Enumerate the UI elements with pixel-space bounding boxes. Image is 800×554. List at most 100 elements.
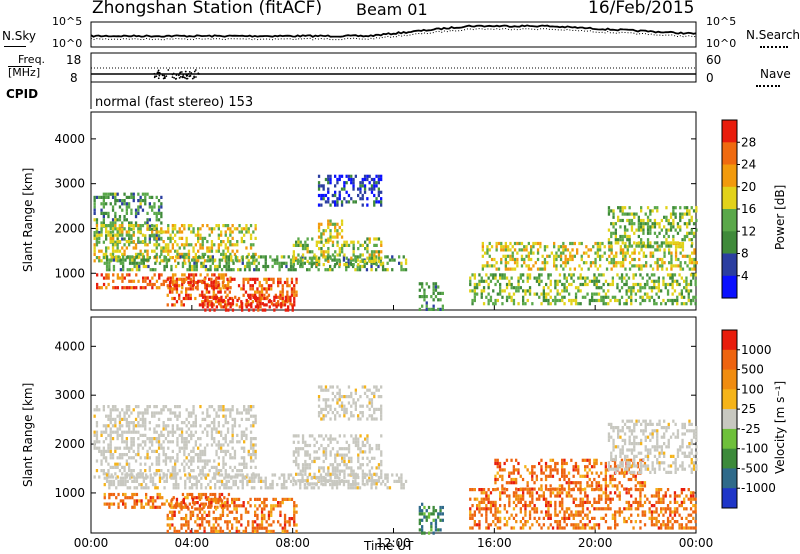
- power-cell: [646, 244, 650, 248]
- velocity-cell: [263, 497, 266, 501]
- velocity-cell: [123, 440, 126, 444]
- velocity-cell: [195, 483, 198, 487]
- power-cell: [254, 236, 257, 240]
- velocity-cell: [336, 401, 339, 405]
- velocity-cell: [199, 449, 202, 453]
- power-cell: [157, 208, 161, 212]
- power-cell: [508, 292, 511, 296]
- power-cell: [98, 286, 101, 290]
- velocity-ytick-label: 1000: [54, 486, 85, 500]
- power-cell: [656, 248, 659, 252]
- power-cell: [219, 287, 222, 291]
- power-cell: [621, 218, 624, 223]
- velocity-cell: [188, 486, 191, 490]
- power-cell: [377, 237, 381, 241]
- power-cell: [473, 295, 476, 299]
- velocity-cell: [204, 496, 208, 500]
- velocity-cell: [494, 516, 497, 520]
- power-cell: [653, 286, 656, 290]
- power-cell: [146, 218, 149, 222]
- velocity-cell: [350, 414, 353, 418]
- velocity-cell: [218, 473, 221, 477]
- power-cell: [329, 219, 332, 223]
- velocity-cell: [219, 504, 222, 508]
- power-cell: [331, 200, 334, 204]
- velocity-cell: [494, 504, 497, 508]
- power-cell: [357, 193, 360, 198]
- velocity-cell: [368, 398, 371, 402]
- power-cell: [171, 287, 174, 291]
- power-cell: [275, 305, 278, 309]
- velocity-cell: [242, 529, 245, 533]
- power-cell: [656, 241, 659, 245]
- power-cell: [614, 222, 617, 226]
- power-cell: [593, 282, 596, 287]
- velocity-cell: [288, 523, 291, 527]
- power-cell: [281, 287, 284, 291]
- power-cell: [154, 268, 157, 272]
- velocity-cell: [254, 465, 257, 469]
- velocity-cell: [280, 473, 283, 477]
- velocity-cell: [139, 417, 142, 421]
- velocity-cell: [272, 520, 275, 524]
- velocity-cell: [194, 507, 197, 511]
- velocity-cell: [240, 504, 243, 508]
- velocity-cell: [313, 443, 316, 448]
- power-cell: [189, 284, 192, 288]
- velocity-cell: [158, 492, 162, 497]
- velocity-cell: [329, 475, 332, 480]
- power-cell: [157, 243, 161, 247]
- power-cell: [171, 290, 174, 294]
- velocity-cell: [253, 486, 256, 490]
- power-cell: [674, 212, 677, 216]
- velocity-cell: [231, 475, 234, 479]
- velocity-cell: [206, 443, 209, 447]
- power-cell: [231, 230, 234, 234]
- power-cell: [249, 224, 253, 228]
- power-cell: [226, 246, 230, 250]
- velocity-cell: [224, 520, 227, 524]
- power-cell: [534, 261, 537, 265]
- velocity-cell: [171, 424, 174, 428]
- power-cell: [610, 222, 613, 226]
- power-cell: [111, 243, 115, 247]
- velocity-cell: [149, 476, 152, 480]
- velocity-cell: [320, 411, 323, 415]
- power-cell: [621, 209, 624, 213]
- power-cell: [661, 257, 664, 262]
- power-cell: [203, 252, 207, 256]
- velocity-cell: [377, 466, 381, 470]
- power-cell: [611, 282, 614, 287]
- power-cell: [204, 282, 207, 287]
- velocity-cell: [233, 449, 237, 453]
- power-cell: [653, 225, 657, 229]
- power-cell: [132, 279, 136, 283]
- velocity-cell: [224, 421, 227, 425]
- power-cell: [486, 245, 489, 249]
- velocity-cell: [147, 499, 150, 503]
- velocity-cell: [267, 513, 271, 517]
- velocity-cell: [105, 427, 108, 431]
- power-cell: [265, 287, 268, 291]
- power-cell: [693, 264, 696, 268]
- power-cell: [536, 241, 540, 246]
- velocity-cell: [263, 526, 266, 530]
- velocity-cell: [441, 512, 444, 516]
- power-cell: [610, 244, 613, 248]
- velocity-cell: [221, 529, 225, 533]
- power-cell: [329, 256, 332, 260]
- power-cell: [504, 257, 507, 262]
- power-cell: [368, 240, 371, 244]
- velocity-cell: [116, 446, 119, 450]
- velocity-cell: [155, 462, 158, 466]
- power-cell: [473, 298, 476, 303]
- velocity-cell: [111, 437, 115, 441]
- power-cell: [265, 280, 268, 285]
- power-cell: [340, 203, 344, 207]
- power-cell: [201, 293, 204, 297]
- velocity-cell: [211, 476, 214, 480]
- power-cell: [366, 177, 369, 182]
- power-cell: [593, 273, 596, 277]
- velocity-cell: [189, 513, 192, 517]
- power-cell: [610, 209, 613, 213]
